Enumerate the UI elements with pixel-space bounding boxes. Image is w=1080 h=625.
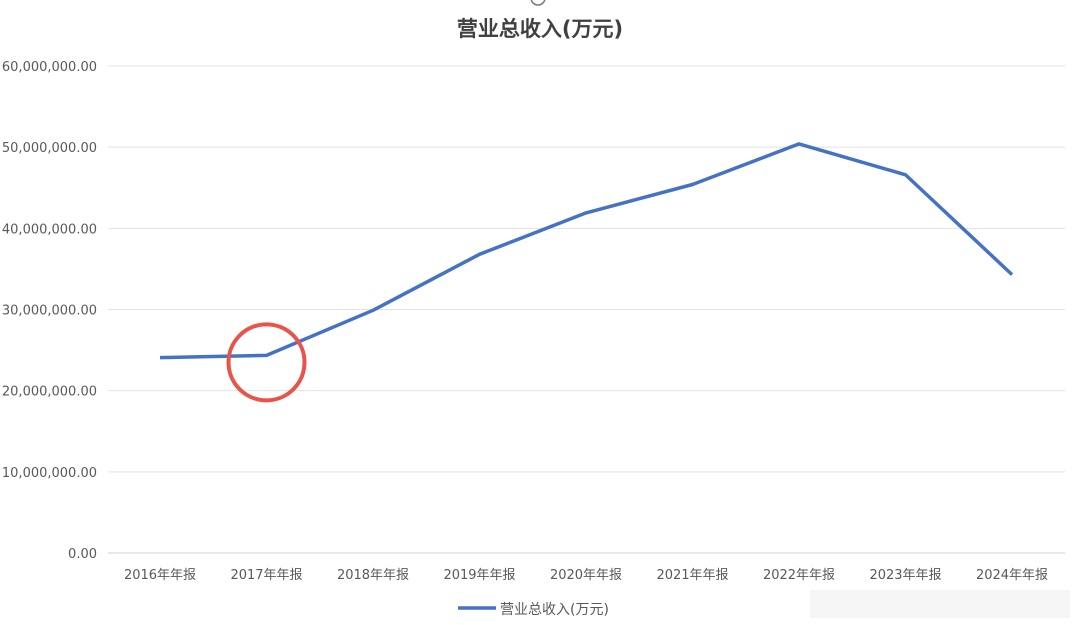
x-tick-label: 2018年年报 [337,568,409,583]
y-tick-label: 10,000,000.00 [2,466,97,481]
top-circle-icon [530,0,546,6]
legend-label: 营业总收入(万元) [500,602,609,618]
y-tick-label: 50,000,000.00 [2,141,97,156]
y-tick-label: 40,000,000.00 [2,222,97,237]
x-tick-label: 2021年年报 [656,568,728,583]
x-tick-label: 2022年年报 [763,568,835,583]
y-tick-label: 20,000,000.00 [2,385,97,400]
x-tick-label: 2019年年报 [443,568,515,583]
y-tick-label: 60,000,000.00 [2,60,97,75]
x-tick-label: 2023年年报 [869,568,941,583]
watermark [810,590,1070,618]
y-tick-label: 30,000,000.00 [2,304,97,319]
x-tick-label: 2016年年报 [124,568,196,583]
annotation-circle [226,322,307,403]
x-tick-label: 2017年年报 [230,568,302,583]
y-tick-label: 0.00 [68,547,97,562]
x-tick-label: 2024年年报 [976,568,1048,583]
chart-title: 营业总收入(万元) [457,17,623,41]
legend: 营业总收入(万元) [458,602,609,618]
series-line [159,142,1014,360]
x-tick-label: 2020年年报 [550,568,622,583]
